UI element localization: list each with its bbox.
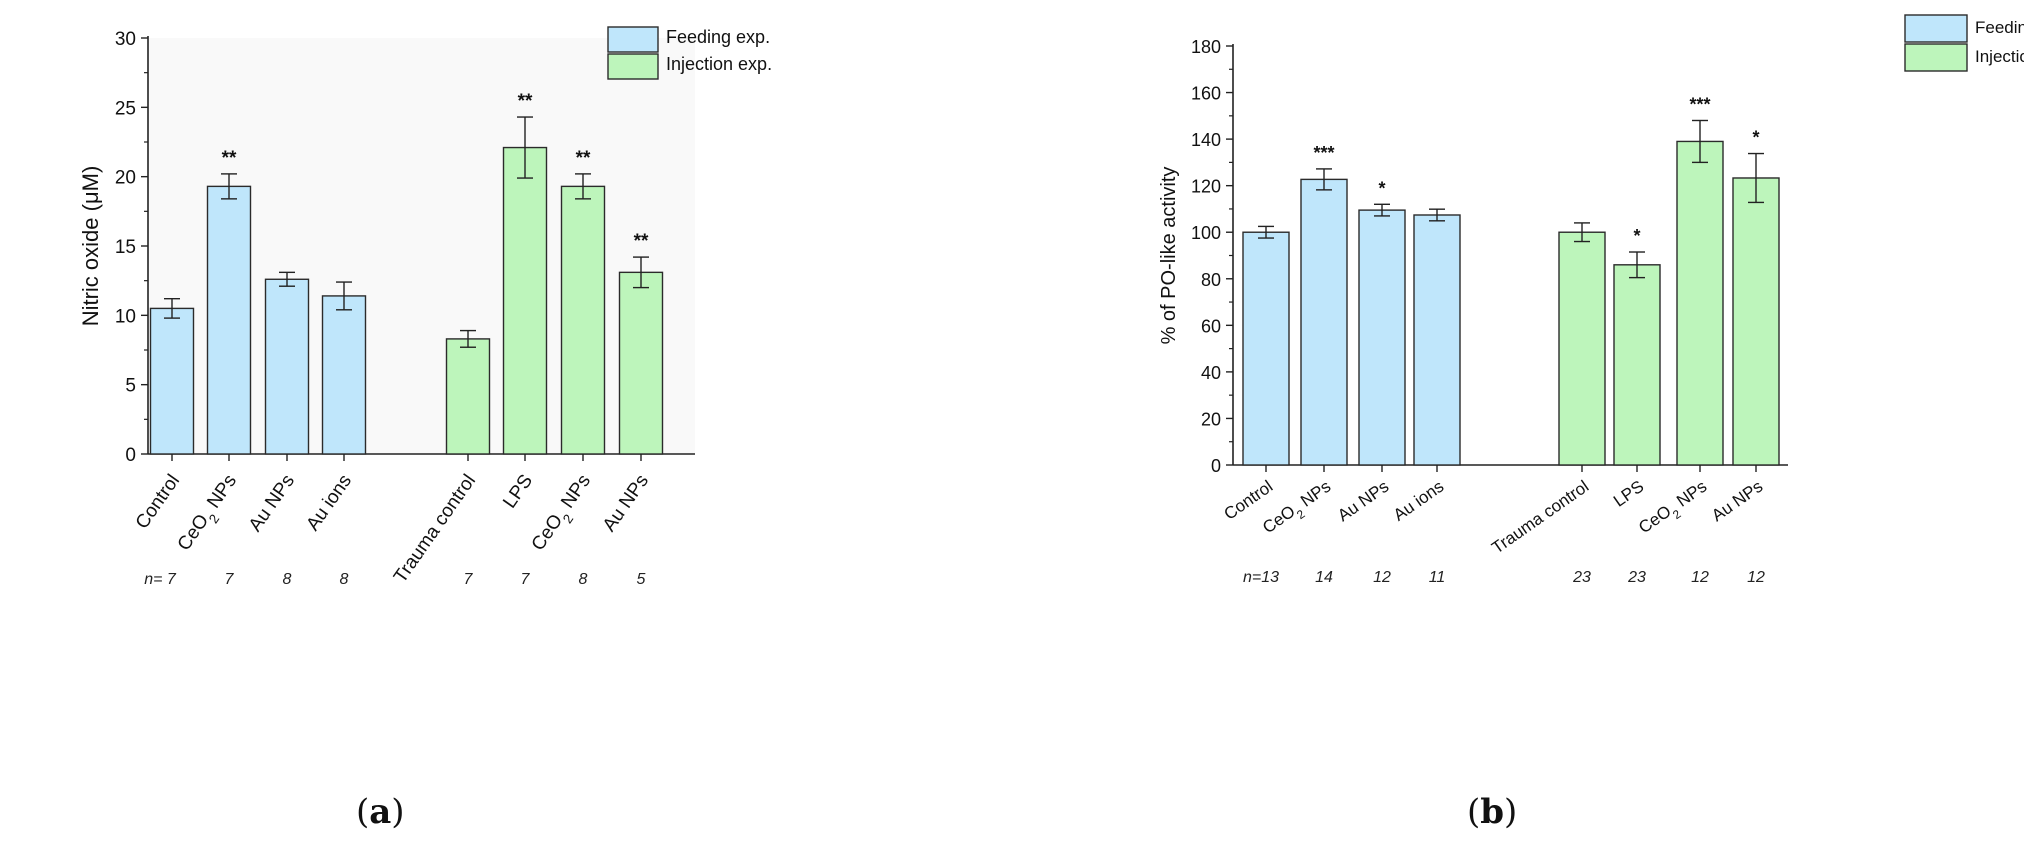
n-label: 11 [1429,569,1446,586]
bar [149,307,195,455]
bar [445,338,491,455]
y-tick-label: 20 [1201,409,1221,429]
caption-a-letter: a [369,792,392,832]
caption-a: (a) [356,792,405,832]
n-label: 8 [579,571,588,588]
n-label: 7 [464,571,474,588]
caption-a-open: ( [356,792,370,832]
significance-label: * [1378,178,1385,198]
legend-label: Feeding exp. [666,27,770,47]
y-tick-label: 0 [1211,456,1221,476]
bar [1613,264,1661,466]
n-label: 12 [1747,569,1765,586]
bar [264,278,310,455]
legend-swatch [607,26,659,53]
legend-label: Feeding exp. [1975,18,2024,37]
significance-label: * [1752,128,1759,148]
significance-label: *** [1313,143,1334,163]
n-label: 7 [521,571,531,588]
y-tick-label: 30 [115,29,136,50]
category-label: LPS [499,471,537,512]
caption-b-close: ) [1504,792,1518,832]
category-label: Au ions [1390,477,1447,525]
category-label: Trauma control [390,471,480,587]
caption-b-letter: b [1480,792,1505,832]
y-tick-label: 40 [1201,363,1221,383]
category-label: LPS [1610,477,1647,511]
n-label: 8 [340,571,349,588]
n-label: 8 [283,571,292,588]
bar [1558,231,1606,466]
legend-swatch [1904,43,1968,72]
bar [1300,178,1348,466]
legend-label: Injection exp. [666,54,772,74]
y-tick-label: 15 [115,237,136,258]
chart-a: 0 5 10 15 20 25 30 Nitric oxide (μM) Control n= 7… [78,26,772,588]
category-label: Au NPs [1334,477,1392,526]
significance-label: ** [576,148,591,169]
n-label: 23 [1627,569,1646,586]
bar [618,271,664,455]
caption-b: (b) [1467,792,1517,832]
bar [502,146,548,455]
y-tick-label: 100 [1191,223,1221,243]
y-tick-label: 20 [115,168,136,189]
category-label: Au NPs [599,471,653,536]
category-label: Au NPs [1708,477,1766,526]
n-label: n= 7 [144,571,177,588]
y-tick-label: 160 [1191,84,1221,104]
n-label: 12 [1373,569,1391,586]
panel-b: 0 20 40 60 80 100 120 140 160 180 % of PO-like act… [1000,0,2024,640]
n-label: n=13 [1243,569,1279,586]
bar [1413,214,1461,466]
significance-label: ** [518,91,533,112]
y-tick-label: 120 [1191,177,1221,197]
n-label: 12 [1691,569,1709,586]
y-tick-label: 25 [115,98,136,119]
legend-swatch [1904,14,1968,43]
bar [1676,140,1724,466]
y-tick-label: 60 [1201,316,1221,336]
caption-b-open: ( [1467,792,1481,832]
y-tick-label: 80 [1201,270,1221,290]
y-axis-label: Nitric oxide (μM) [78,166,103,327]
n-label: 23 [1572,569,1591,586]
bar [206,185,252,455]
y-axis-label: % of PO-like activity [1158,167,1180,345]
category-label: Au NPs [245,471,299,536]
y-tick-label: 0 [125,445,136,466]
bar [1732,177,1780,466]
legend-swatch [607,53,659,80]
category-label: Au ions [303,471,357,535]
category-label: Trauma control [1488,477,1592,558]
y-tick-label: 180 [1191,37,1221,57]
category-label: CeO2 NPs [1635,477,1714,542]
n-label: 5 [637,571,646,588]
legend-label: Injection exp. [1975,47,2024,66]
y-tick-label: 5 [125,376,136,397]
bar [560,185,606,455]
category-label: Control [132,471,184,533]
chart-b: 0 20 40 60 80 100 120 140 160 180 % of PO-like act… [1158,14,2024,586]
significance-label: ** [222,148,237,169]
significance-label: * [1633,226,1640,246]
significance-label: ** [634,231,649,252]
category-label: CeO2 NPs [528,471,600,558]
significance-label: *** [1689,94,1710,114]
y-tick-label: 10 [115,306,136,327]
bar [1358,209,1406,466]
category-label: CeO2 NPs [174,471,246,558]
n-label: 14 [1315,569,1333,586]
bar [1242,231,1290,466]
n-label: 7 [225,571,235,588]
panel-a: 0 5 10 15 20 25 30 Nitric oxide (μM) Control n= 7… [0,0,1000,640]
y-tick-label: 140 [1191,130,1221,150]
bar [321,295,367,455]
caption-a-close: ) [391,792,405,832]
